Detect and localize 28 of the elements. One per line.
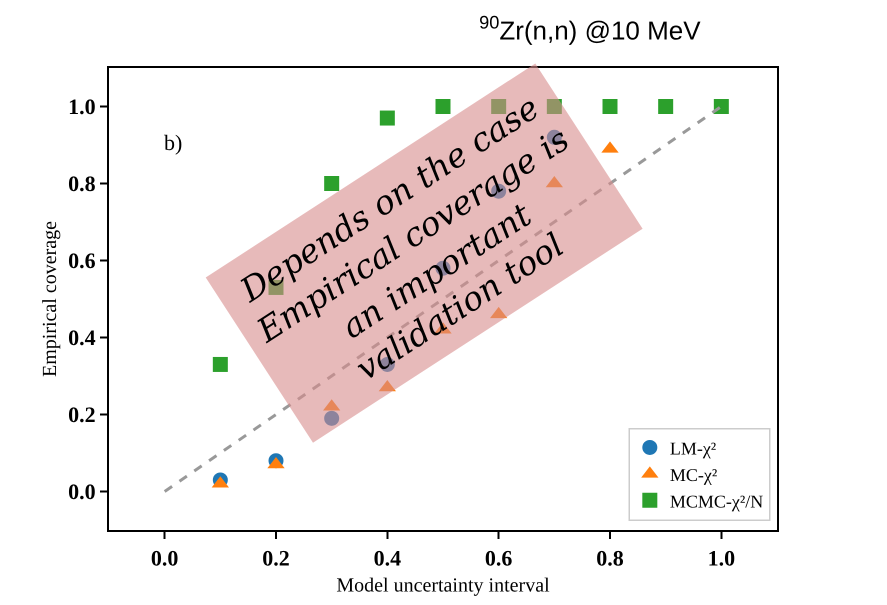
x-axis-title: Model uncertainty interval bbox=[336, 574, 550, 596]
x-tick-label: 0.0 bbox=[150, 545, 178, 570]
point bbox=[212, 356, 228, 372]
point bbox=[714, 99, 729, 114]
point bbox=[658, 99, 674, 114]
x-tick-label: 0.4 bbox=[374, 545, 402, 570]
legend-label: LM-χ² bbox=[670, 438, 716, 458]
point bbox=[324, 410, 340, 426]
x-tick-label: 1.0 bbox=[708, 545, 736, 570]
y-axis-title: Empirical coverage bbox=[39, 220, 62, 378]
y-tick-label: 1.0 bbox=[68, 94, 96, 120]
point bbox=[602, 99, 618, 114]
point bbox=[324, 176, 340, 191]
annotation: b) bbox=[164, 130, 182, 155]
x-tick-label: 0.2 bbox=[262, 545, 290, 570]
y-tick-label: 0.0 bbox=[68, 479, 96, 504]
y-tick-label: 0.8 bbox=[68, 171, 96, 196]
point bbox=[546, 99, 562, 114]
x-tick-label: 0.6 bbox=[484, 545, 512, 570]
legend-label: MC-χ² bbox=[670, 464, 718, 485]
chart-title: $^{90}$Zr(n,n) @10 MeV bbox=[479, 12, 702, 46]
point bbox=[380, 110, 395, 126]
y-tick-label: 0.2 bbox=[68, 402, 96, 428]
y-tick-label: 0.4 bbox=[68, 325, 96, 350]
legend-label: MCMC-χ²/N bbox=[670, 491, 764, 512]
point bbox=[436, 99, 450, 114]
y-tick-label: 0.6 bbox=[68, 248, 96, 274]
x-tick-label: 0.8 bbox=[596, 545, 624, 570]
